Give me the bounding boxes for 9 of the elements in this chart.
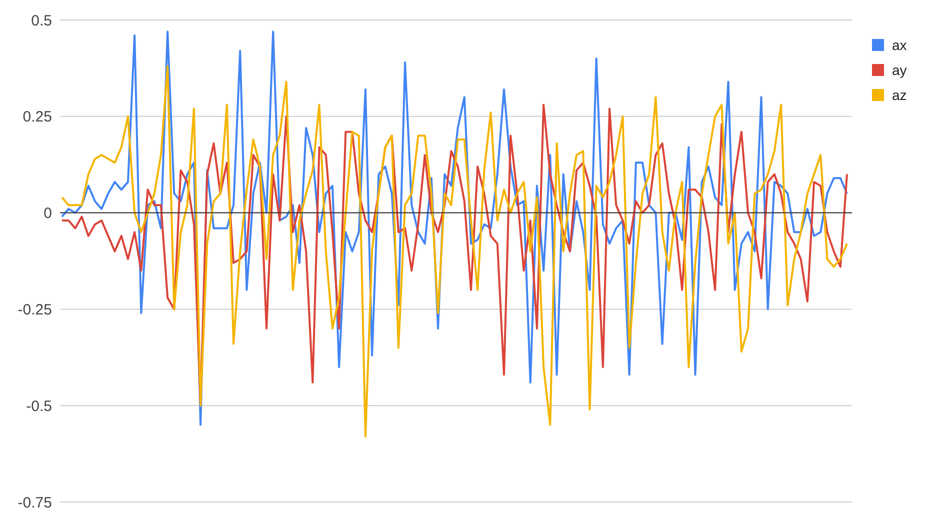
y-tick-label: -0.25 — [18, 301, 52, 318]
y-tick-label: 0.25 — [22, 108, 52, 126]
y-tick-label: 0 — [44, 205, 52, 222]
y-tick-label: -0.75 — [18, 494, 52, 512]
legend-label: ax — [892, 36, 907, 53]
legend-label: az — [892, 86, 907, 103]
legend-label: ay — [892, 62, 907, 78]
y-tick-label: -0.5 — [26, 398, 52, 415]
y-tick-label: 0.5 — [31, 12, 52, 30]
